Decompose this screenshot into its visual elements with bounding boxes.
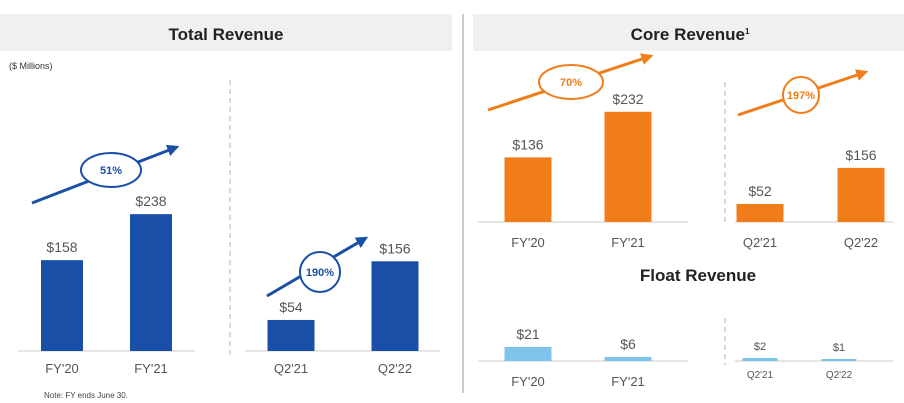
bars-layer: $158 FY'20 $238 FY'21 $54 Q2'21 $156 Q2'22 $136 F… [18,91,893,389]
total-revenue-title: Total Revenue [169,25,284,44]
core-annual-value-label-0: $136 [512,136,543,152]
total-quarterly-category-label-0: Q2'21 [274,361,308,376]
core-quarterly-growth: 197% [737,69,869,117]
total-annual-category-label-1: FY'21 [134,361,168,376]
float-quarterly-value-label-0: $2 [754,341,766,353]
core-annual-category-label-0: FY'20 [511,235,545,250]
float-annual-value-label-0: $21 [516,326,540,342]
total-annual-bar-1 [130,214,172,351]
float-quarterly-bar-1 [821,359,857,361]
total-quarterly-growth-label: 190% [306,267,334,279]
float-annual-category-label-1: FY'21 [611,374,645,389]
float-annual-chart: $21 FY'20 $6 FY'21 [478,326,688,389]
float-annual-category-label-0: FY'20 [511,374,545,389]
core-quarterly-chart: $52 Q2'21 $156 Q2'22 [735,147,893,250]
float-quarterly-bar-0 [742,358,778,361]
total-quarterly-chart: $54 Q2'21 $156 Q2'22 [245,240,440,376]
total-annual-bar-0 [41,260,83,351]
total-annual-growth-badge [80,152,142,188]
total-quarterly-value-label-1: $156 [379,240,410,256]
core-annual-growth-label: 70% [560,77,582,89]
core-annual-growth: 70% [487,53,654,112]
total-annual-growth-label: 51% [100,165,122,177]
total-header-bg [0,14,452,51]
core-quarterly-value-label-0: $52 [748,183,772,199]
core-annual-bar-1 [604,111,652,222]
float-revenue-title: Float Revenue [640,266,756,285]
core-annual-chart: $136 FY'20 $232 FY'21 [478,91,688,250]
total-quarterly-bar-0 [267,319,315,351]
total-annual-chart: $158 FY'20 $238 FY'21 [18,193,195,376]
float-quarterly-value-label-1: $1 [833,342,845,354]
float-annual-bar-1 [604,356,652,361]
float-quarterly-category-label-0: Q2'21 [747,370,774,381]
float-annual-value-label-1: $6 [620,336,636,352]
core-quarterly-growth-label: 197% [787,90,815,102]
total-annual-category-label-0: FY'20 [45,361,79,376]
core-annual-value-label-1: $232 [612,91,643,107]
total-quarterly-value-label-0: $54 [279,299,303,315]
core-quarterly-bar-0 [736,203,784,222]
float-quarterly-category-label-1: Q2'22 [826,370,853,381]
core-revenue-title: Core Revenue1 [631,25,750,44]
total-annual-growth: 51% [31,144,180,205]
footnote-marker: 1 [745,27,750,36]
total-annual-value-label-0: $158 [46,239,77,255]
core-annual-bar-0 [504,157,552,222]
units-label: ($ Millions) [9,61,53,71]
float-annual-bar-0 [504,346,552,361]
core-quarterly-category-label-1: Q2'22 [844,235,878,250]
core-quarterly-growth-badge [782,76,820,114]
total-quarterly-growth-badge [299,251,341,293]
footnote: Note: FY ends June 30. [44,391,128,400]
total-quarterly-bar-1 [371,261,419,351]
core-quarterly-value-label-1: $156 [845,147,876,163]
core-quarterly-bar-1 [837,167,885,222]
float-quarterly-chart: $2 Q2'21 $1 Q2'22 [735,341,893,381]
total-quarterly-category-label-1: Q2'22 [378,361,412,376]
core-quarterly-category-label-0: Q2'21 [743,235,777,250]
core-annual-category-label-1: FY'21 [611,235,645,250]
total-annual-value-label-1: $238 [135,193,166,209]
total-quarterly-growth: 190% [266,236,369,298]
core-annual-growth-badge [538,64,604,100]
core-header-bg [473,14,904,51]
